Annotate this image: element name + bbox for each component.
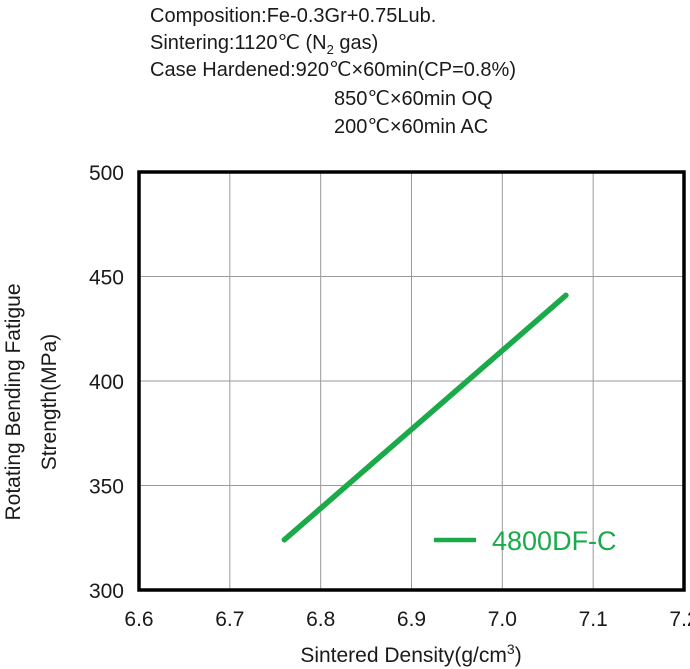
series-layer bbox=[281, 292, 569, 543]
x-tick-label: 6.7 bbox=[215, 608, 244, 631]
y-tick-label: 500 bbox=[89, 162, 124, 185]
sintering-note-text: Sintering:1120℃ (N bbox=[150, 32, 327, 54]
y-tick-labels: 300 350 400 450 500 bbox=[89, 162, 124, 603]
case-hardened-note-1: Case Hardened:920℃×60min(CP=0.8%) bbox=[150, 59, 516, 81]
x-axis-title: Sintered Density(g/cm3) bbox=[300, 641, 521, 667]
y-axis-title-line2: Strength(MPa) bbox=[38, 334, 61, 471]
process-notes: Composition:Fe-0.3Gr+0.75Lub. Sintering:… bbox=[0, 0, 690, 150]
x-tick-label: 7.0 bbox=[488, 608, 517, 631]
plot-frame bbox=[137, 170, 686, 592]
y-tick-label: 300 bbox=[89, 580, 124, 603]
sintering-note-subscript: 2 bbox=[326, 42, 334, 57]
x-axis-title-close: ) bbox=[515, 644, 522, 667]
y-axis-title-line1: Rotating Bending Fatigue bbox=[2, 284, 25, 521]
legend-label: 4800DF-C bbox=[492, 526, 617, 556]
legend: 4800DF-C bbox=[434, 526, 617, 556]
y-tick-label: 450 bbox=[89, 267, 124, 290]
case-hardened-note-3: 200℃×60min AC bbox=[334, 116, 489, 138]
case-hardened-note-2: 850℃×60min OQ bbox=[334, 88, 493, 110]
x-tick-label: 6.8 bbox=[306, 608, 335, 631]
x-tick-label: 7.1 bbox=[579, 608, 608, 631]
x-axis-title-sup: 3 bbox=[507, 641, 515, 657]
y-tick-label: 350 bbox=[89, 476, 124, 499]
x-tick-label: 6.6 bbox=[124, 608, 153, 631]
sintering-note: Sintering:1120℃ (N2 gas) bbox=[150, 31, 378, 62]
series-line-4800df-c bbox=[281, 292, 569, 543]
x-axis-title-main: Sintered Density(g/cm bbox=[300, 644, 507, 667]
composition-note: Composition:Fe-0.3Gr+0.75Lub. bbox=[150, 5, 437, 27]
sintering-note-suffix: gas) bbox=[333, 32, 379, 54]
x-tick-labels: 6.6 6.7 6.8 6.9 7.0 7.1 7.2 bbox=[124, 608, 690, 631]
x-tick-label: 7.2 bbox=[669, 608, 690, 631]
x-tick-label: 6.9 bbox=[397, 608, 426, 631]
y-tick-label: 400 bbox=[89, 371, 124, 394]
